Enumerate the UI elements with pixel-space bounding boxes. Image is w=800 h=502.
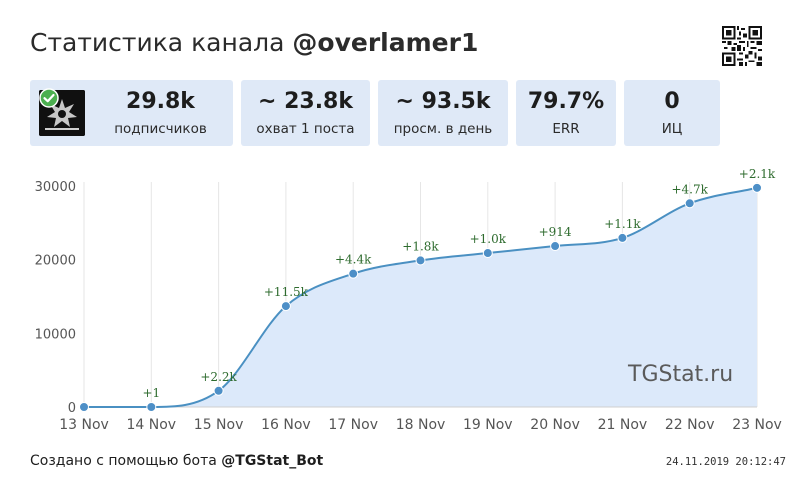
verified-badge-icon xyxy=(39,88,59,108)
citation-index-value: 0 xyxy=(664,89,680,114)
x-tick-label: 18 Nov xyxy=(396,417,446,433)
data-label: +1.8k xyxy=(402,239,439,253)
page-title: Статистика канала @overlamer1 xyxy=(30,28,478,57)
channel-name: @overlamer1 xyxy=(292,28,479,57)
data-label: +2.1k xyxy=(739,167,776,181)
err-value: 79.7% xyxy=(527,89,605,114)
title-prefix: Статистика канала xyxy=(30,28,285,57)
y-tick-label: 10000 xyxy=(35,327,76,342)
y-tick-label: 30000 xyxy=(35,180,76,195)
stat-card-err: 79.7% ERR xyxy=(516,80,616,146)
data-point xyxy=(482,248,493,259)
footer-timestamp: 24.11.2019 20:12:47 xyxy=(665,456,786,468)
data-label: +2.2k xyxy=(200,370,237,384)
data-point xyxy=(280,301,291,312)
x-tick-label: 20 Nov xyxy=(530,417,580,433)
x-tick-label: 21 Nov xyxy=(598,417,648,433)
subscribers-label: подписчиков xyxy=(114,121,207,137)
stat-card-daily-views: ~ 93.5k просм. в день xyxy=(378,80,508,146)
x-tick-label: 15 Nov xyxy=(194,417,244,433)
qr-code-icon xyxy=(722,26,762,66)
y-tick-label: 20000 xyxy=(35,254,76,269)
data-label: +1.0k xyxy=(470,232,507,246)
y-tick-label: 0 xyxy=(68,401,76,416)
x-tick-label: 13 Nov xyxy=(59,417,109,433)
data-point xyxy=(550,241,561,252)
reach-label: охват 1 поста xyxy=(256,121,355,137)
data-label: +4.4k xyxy=(335,253,372,267)
subscribers-value: 29.8k xyxy=(126,89,195,114)
stat-card-subscribers: 29.8k подписчиков xyxy=(30,80,233,146)
data-point xyxy=(617,232,628,243)
data-point xyxy=(684,198,695,209)
data-label: +914 xyxy=(539,225,572,239)
footer-bot-name: @TGStat_Bot xyxy=(221,453,324,469)
reach-value: ~ 23.8k xyxy=(257,89,353,114)
data-point xyxy=(752,182,762,193)
footer-credit: Создано с помощью бота @TGStat_Bot xyxy=(30,453,323,469)
data-label: +4.7k xyxy=(671,182,708,196)
daily-views-value: ~ 93.5k xyxy=(395,89,491,114)
x-tick-label: 17 Nov xyxy=(328,417,378,433)
err-label: ERR xyxy=(552,121,580,137)
data-point xyxy=(146,401,157,412)
daily-views-label: просм. в день xyxy=(393,121,493,137)
x-tick-label: 22 Nov xyxy=(665,417,715,433)
chart-area-fill xyxy=(84,187,757,407)
data-point xyxy=(415,255,426,266)
x-tick-label: 19 Nov xyxy=(463,417,513,433)
x-tick-label: 23 Nov xyxy=(732,417,782,433)
footer-created-with: Создано с помощью бота xyxy=(30,453,217,469)
data-label: +1.1k xyxy=(604,217,641,231)
data-point xyxy=(213,385,224,396)
data-point xyxy=(348,268,359,279)
x-tick-label: 16 Nov xyxy=(261,417,311,433)
stat-card-reach: ~ 23.8k охват 1 поста xyxy=(241,80,370,146)
citation-index-label: ИЦ xyxy=(661,121,683,137)
data-label: +11.5k xyxy=(264,285,309,299)
watermark: TGStat.ru xyxy=(628,362,734,387)
stat-card-citation-index: 0 ИЦ xyxy=(624,80,720,146)
data-label: +1 xyxy=(142,386,160,400)
data-point xyxy=(79,402,89,412)
x-tick-label: 14 Nov xyxy=(127,417,177,433)
